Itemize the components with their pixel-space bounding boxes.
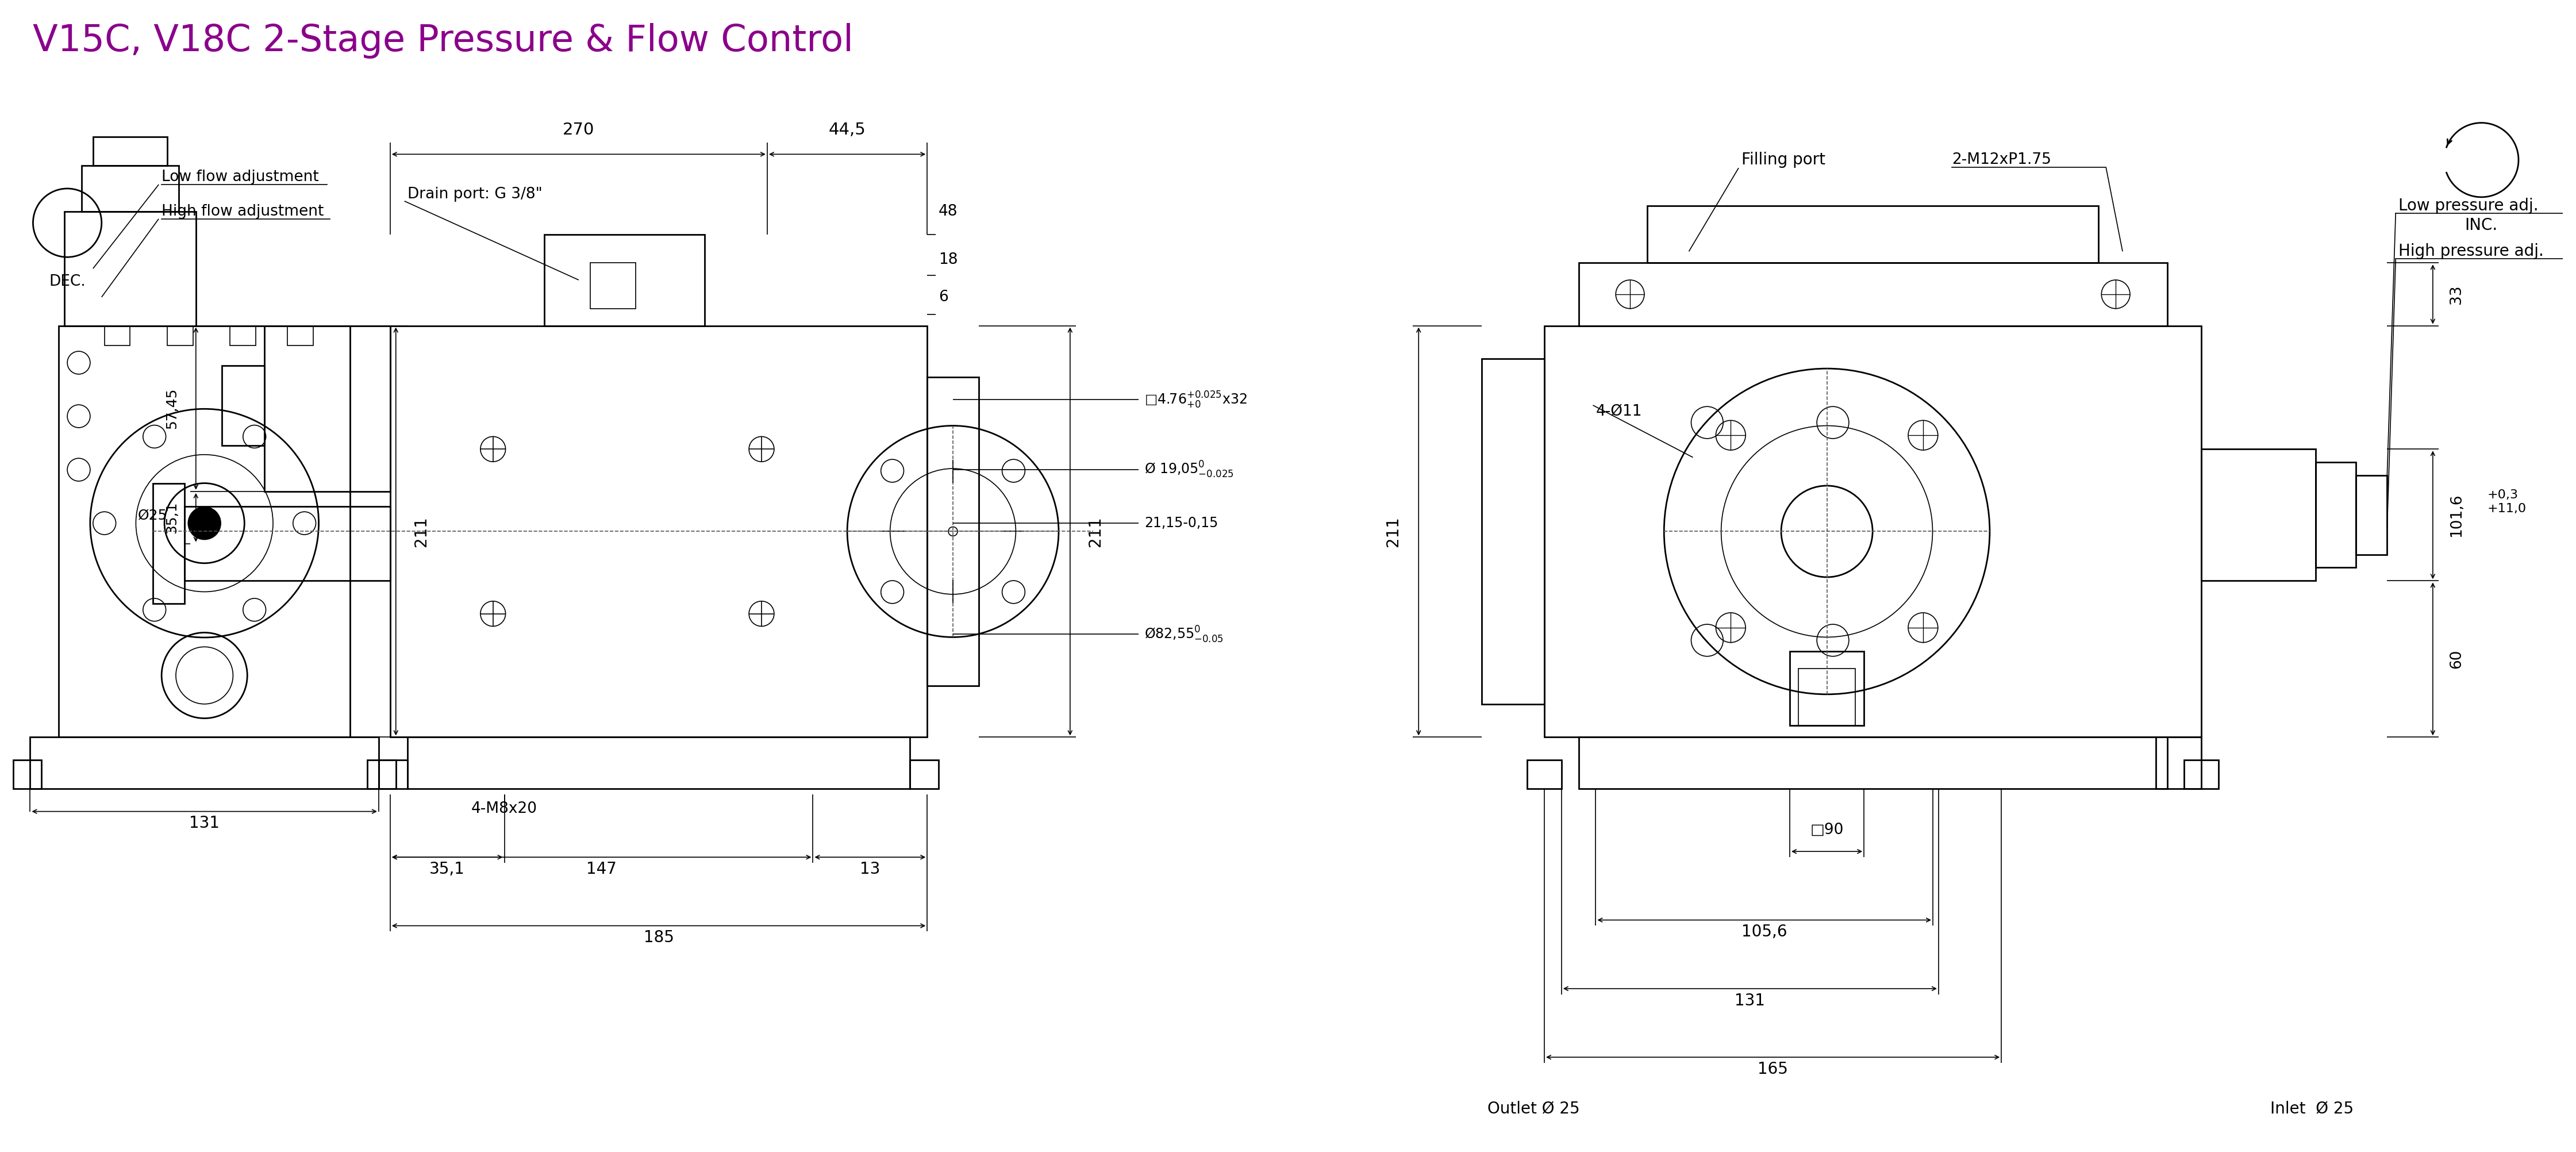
Bar [1798, 668, 1855, 726]
Text: 35,1: 35,1 [430, 861, 466, 877]
Bar [1579, 737, 2166, 789]
Text: INC.: INC. [2465, 217, 2499, 233]
Text: 4-M8x20: 4-M8x20 [471, 801, 538, 816]
Text: 48: 48 [938, 204, 958, 219]
Text: 60: 60 [2450, 650, 2463, 668]
Bar [2354, 476, 2388, 554]
Bar [93, 137, 167, 166]
Text: 131: 131 [1734, 993, 1765, 1009]
Bar [379, 760, 407, 789]
Bar [2156, 737, 2202, 789]
Bar [229, 326, 255, 346]
Bar [909, 760, 938, 789]
Text: 33: 33 [2450, 285, 2463, 304]
Bar [31, 737, 379, 789]
Text: 101,6: 101,6 [2450, 493, 2463, 537]
Text: Ø25: Ø25 [137, 508, 167, 522]
Text: 35,1: 35,1 [165, 501, 178, 533]
Text: 6: 6 [938, 289, 948, 304]
Text: 105,6: 105,6 [1741, 924, 1788, 940]
Bar [2316, 462, 2354, 568]
Text: 4-Ø11: 4-Ø11 [1595, 404, 1641, 419]
Bar [544, 234, 703, 326]
Bar [167, 326, 193, 346]
Bar [927, 377, 979, 685]
Bar [59, 326, 350, 737]
Bar [2202, 449, 2316, 581]
Text: Inlet  Ø 25: Inlet Ø 25 [2269, 1100, 2354, 1116]
Bar [222, 365, 265, 446]
Text: V15C, V18C 2-Stage Pressure & Flow Control: V15C, V18C 2-Stage Pressure & Flow Contr… [33, 23, 853, 59]
Text: Outlet Ø 25: Outlet Ø 25 [1486, 1100, 1579, 1116]
Bar [368, 760, 397, 789]
Text: Low pressure adj.: Low pressure adj. [2398, 198, 2537, 214]
Text: 57,45: 57,45 [165, 388, 178, 429]
Bar [1546, 326, 2202, 737]
Circle shape [188, 507, 222, 539]
Text: 131: 131 [188, 816, 219, 832]
Text: High pressure adj.: High pressure adj. [2398, 243, 2545, 259]
Bar [82, 166, 178, 212]
Text: 185: 185 [644, 930, 675, 946]
Text: 211: 211 [1386, 516, 1401, 546]
Text: Ø 19,05$^{   0}_{-0.025}$: Ø 19,05$^{ 0}_{-0.025}$ [1144, 460, 1234, 479]
Text: 147: 147 [587, 861, 616, 877]
Bar [1481, 358, 1546, 704]
Bar [2184, 760, 2218, 789]
Text: 211: 211 [1087, 516, 1103, 546]
Text: +0,3
+11,0: +0,3 +11,0 [2486, 490, 2527, 514]
Bar [106, 326, 131, 346]
Text: Filling port: Filling port [1741, 152, 1826, 168]
Bar [1528, 760, 1561, 789]
Text: 165: 165 [1757, 1061, 1788, 1077]
Text: □90: □90 [1811, 823, 1844, 838]
Text: DEC.: DEC. [49, 274, 85, 289]
Text: Ø82,55$^{    0}_{-0.05}$: Ø82,55$^{ 0}_{-0.05}$ [1144, 624, 1224, 644]
Text: 2-M12xP1.75: 2-M12xP1.75 [1953, 152, 2050, 167]
Bar [64, 212, 196, 326]
Bar [1646, 206, 2099, 263]
Bar [185, 507, 389, 581]
Bar [1579, 263, 2166, 326]
Text: 270: 270 [562, 122, 595, 138]
Text: 18: 18 [938, 252, 958, 267]
Bar [407, 737, 909, 789]
Bar [13, 760, 41, 789]
Text: Drain port: G 3/8": Drain port: G 3/8" [407, 187, 541, 202]
Text: 13: 13 [860, 861, 881, 877]
Bar [265, 326, 389, 492]
Bar [289, 326, 314, 346]
Text: □4.76$^{+0.025}_{+0}$x32: □4.76$^{+0.025}_{+0}$x32 [1144, 389, 1247, 410]
Bar [590, 263, 636, 309]
Text: High flow adjustment: High flow adjustment [162, 204, 325, 219]
Bar [389, 326, 927, 737]
Text: 44,5: 44,5 [829, 122, 866, 138]
Text: Low flow adjustment: Low flow adjustment [162, 169, 319, 184]
Bar [1790, 651, 1865, 726]
Text: 21,15-0,15: 21,15-0,15 [1144, 516, 1218, 530]
Text: 211: 211 [412, 516, 430, 546]
Bar [152, 484, 185, 604]
